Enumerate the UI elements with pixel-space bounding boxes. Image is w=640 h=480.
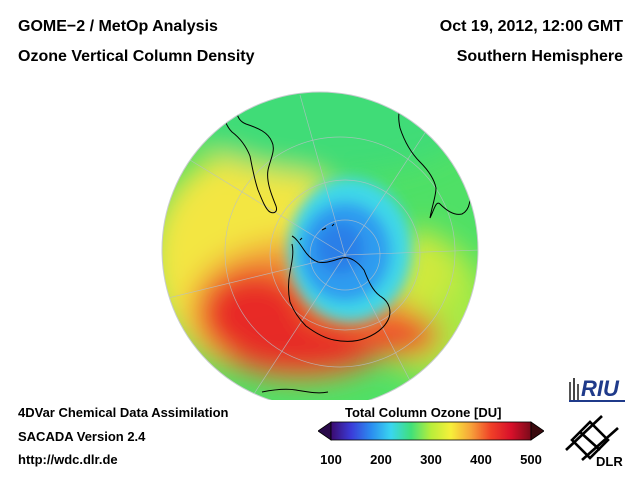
colorbar-gradient — [330, 421, 532, 441]
ozone-collar-red-south — [220, 317, 380, 373]
colorbar-title: Total Column Ozone [DU] — [345, 405, 502, 420]
colorbar-tick: 100 — [320, 452, 342, 467]
dlr-logo-text: DLR — [596, 454, 623, 468]
graticule — [162, 94, 478, 400]
ozone-hole-core — [316, 222, 364, 274]
title-region: Southern Hemisphere — [456, 48, 623, 65]
colorbar-high-arrow — [530, 421, 544, 441]
coast-australia — [261, 388, 329, 394]
footer-method: 4DVar Chemical Data Assimilation — [18, 405, 229, 420]
title-quantity: Ozone Vertical Column Density — [18, 48, 255, 65]
footer-version: SACADA Version 2.4 — [18, 429, 146, 444]
dlr-logo: DLR — [565, 415, 623, 468]
colorbar-low-arrow — [318, 421, 332, 441]
title-date: Oct 19, 2012, 12:00 GMT — [439, 18, 623, 35]
footer-url[interactable]: http://wdc.dlr.de — [18, 452, 118, 467]
colorbar-tick: 300 — [420, 452, 442, 467]
ozone-field-green-north — [190, 92, 470, 175]
coast-islands-atlantic — [299, 223, 335, 241]
colorbar-tick: 200 — [370, 452, 392, 467]
colorbar-tick: 400 — [470, 452, 492, 467]
ozone-globe-map — [161, 91, 479, 400]
ozone-collar-red-east — [360, 313, 440, 357]
globe-outline — [161, 91, 479, 400]
coast-new-zealand — [201, 367, 215, 385]
colorbar-tick: 500 — [520, 452, 542, 467]
coast-antarctic-peninsula — [291, 235, 343, 263]
coast-south-america — [223, 103, 277, 214]
riu-logo: RIU — [569, 376, 625, 402]
riu-logo-text: RIU — [581, 376, 620, 401]
coast-antarctica — [288, 243, 391, 342]
title-instrument: GOME−2 / MetOp Analysis — [18, 18, 218, 35]
colorbar — [318, 421, 544, 441]
